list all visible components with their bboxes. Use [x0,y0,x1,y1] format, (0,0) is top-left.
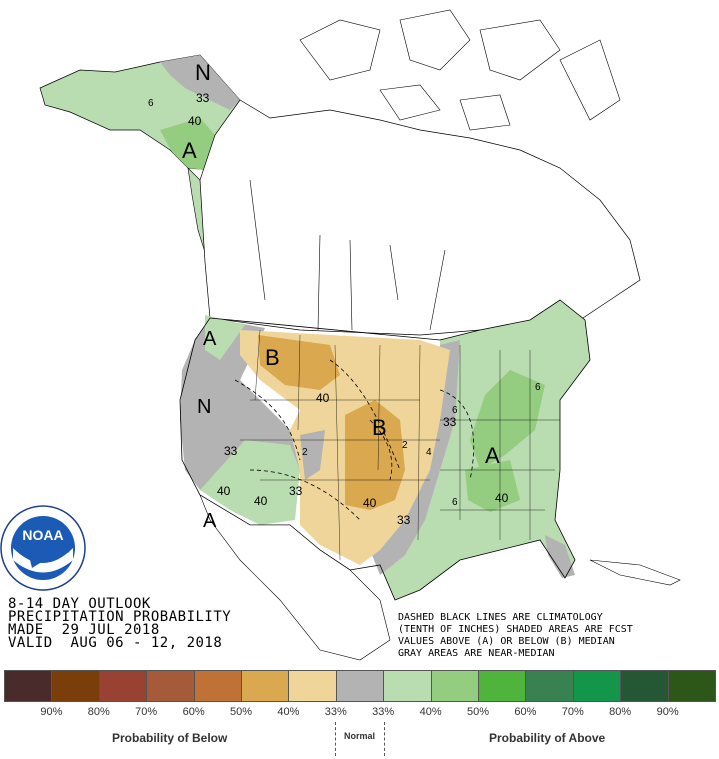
outlook-map: N 33 40 6 A A B 40 N B 33 40 40 33 A 40 … [0,9,681,661]
legend-percent-label: 50% [466,706,490,718]
label-clim-6: 6 [452,405,458,416]
note-line-2: (TENTH OF INCHES) SHADED AREAS ARE FCST [398,624,633,635]
legend-swatch [525,670,574,702]
canada-provinces [249,179,446,331]
legend-swatch [620,670,669,702]
legend-swatch [193,670,242,702]
legend-percent-label: 80% [87,706,110,718]
legend-swatch [383,670,432,702]
se-green [465,460,520,512]
label-alaska-33: 33 [196,91,210,105]
climatology-lines [234,359,475,521]
legend-percent-label: 60% [514,706,537,718]
legend-percent-label: 90% [656,706,679,718]
arctic-islands [299,9,621,131]
legend-percent-label: 70% [135,706,158,718]
noaa-logo: NOAA [0,505,86,591]
legend-percent-label: 33% [324,706,347,718]
title-line-2: PRECIPITATION PROBABILITY [8,609,232,625]
legend-normal-label: Normal [344,731,376,741]
label-clim-6c: 6 [535,382,541,393]
legend-swatch [288,670,337,702]
legend-swatch [572,670,622,702]
legend-percent-label: 40% [277,706,300,718]
label-east-a: A [485,443,500,468]
label-alaska-a: A [182,138,197,163]
legend-swatch [667,670,716,702]
label-clim-4: 4 [426,447,432,458]
legend-percent-label: 60% [182,706,205,718]
north-brown [258,335,340,390]
label-nw-a: A [203,328,217,350]
label-sw-33b: 33 [289,484,303,498]
label-clim-6b: 6 [452,497,458,508]
label-west-n: N [197,396,211,418]
label-central-40: 40 [363,496,377,510]
nw-green [205,315,245,360]
legend-percent-label: 33% [372,706,395,718]
label-clim-2b: 2 [402,440,408,451]
legend-below-label: Probability of Below [112,731,228,745]
title-line-4: VALID AUG 06 - 12, 2018 [8,635,223,651]
central-brown [345,400,405,510]
mexico-land [199,494,391,661]
label-east-40: 40 [495,491,509,505]
legend-swatch [335,670,385,702]
normal-divider-right [384,722,385,756]
legend-swatch [478,670,527,702]
alaska-gray [160,55,240,110]
noaa-logo-text: NOAA [22,527,63,543]
label-central-33: 33 [397,513,411,527]
title-line-1: 8-14 DAY OUTLOOK [8,596,151,612]
label-sw-a: A [203,510,217,532]
legend-percent-label: 90% [40,706,63,718]
legend-swatch [51,670,100,702]
label-sw-40a: 40 [217,484,231,498]
label-alaska-n: N [195,60,211,85]
label-north-40: 40 [316,391,330,405]
caribbean [589,559,681,586]
legend-percent-label: 50% [229,706,253,718]
label-sw-33: 33 [224,444,238,458]
climatology-note: DASHED BLACK LINES ARE CLIMATOLOGY (TENT… [398,612,718,660]
note-line-3: VALUES ABOVE (A) OR BELOW (B) MEDIAN [398,636,615,647]
central-gray-mid [300,430,325,480]
legend-swatch [146,670,195,702]
florida-gray [545,535,575,578]
state-lines [240,329,560,561]
legend-above-label: Probability of Above [489,731,606,745]
legend-percent-label: 80% [609,706,632,718]
probability-legend [4,670,716,704]
legend-swatch [4,670,53,702]
label-sw-40b: 40 [254,494,268,508]
legend-percent-label: 40% [419,706,442,718]
label-alaska-40: 40 [188,114,202,128]
label-clim-2: 2 [302,447,308,458]
outlook-title-block: 8-14 DAY OUTLOOK PRECIPITATION PROBABILI… [8,596,388,651]
legend-percent-label: 70% [561,706,584,718]
label-east-33: 33 [443,415,457,429]
canada-land [199,99,641,341]
legend-swatch [98,670,148,702]
alaska-green-a [160,118,215,170]
label-central-b: B [372,415,387,440]
title-line-3: MADE 29 JUL 2018 [8,622,160,638]
sw-green [200,440,300,525]
legend-swatch [430,670,479,702]
note-line-4: GRAY AREAS ARE NEAR-MEDIAN [398,648,555,659]
label-alaska-6: 6 [148,98,154,109]
label-north-b: B [265,345,280,370]
note-line-1: DASHED BLACK LINES ARE CLIMATOLOGY [398,612,603,623]
normal-divider-left [335,722,336,756]
legend-swatch [241,670,290,702]
